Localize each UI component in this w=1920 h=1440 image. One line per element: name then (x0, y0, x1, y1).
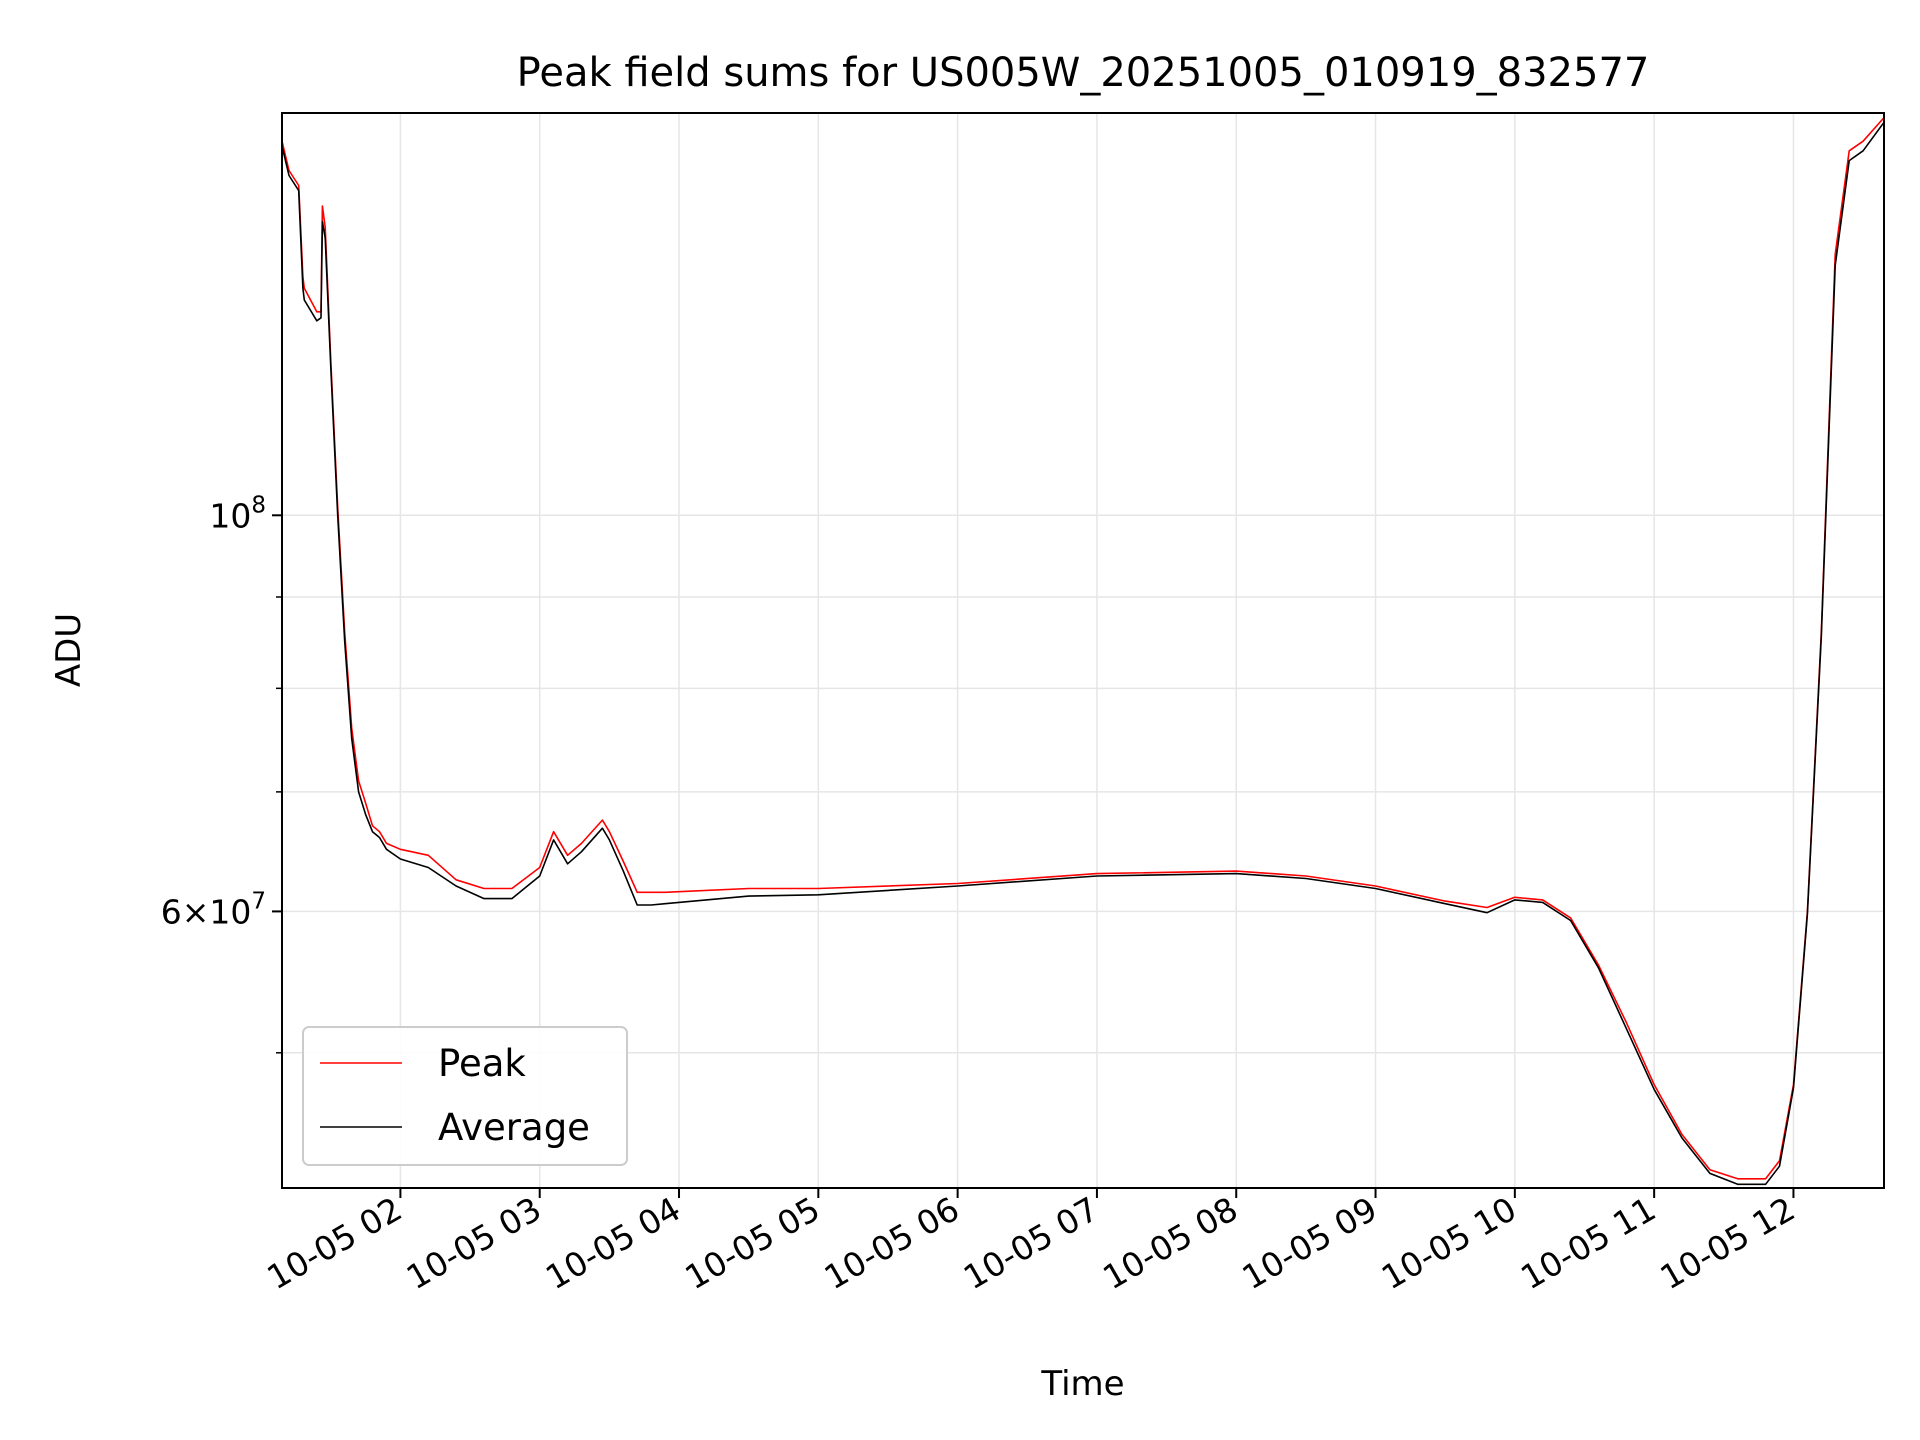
series-line-average (281, 121, 1885, 1186)
legend: Peak Average (302, 1026, 628, 1166)
chart-title: Peak field sums for US005W_20251005_0109… (517, 50, 1650, 96)
series-layer (281, 117, 1885, 1186)
y-tick-label: 108 (209, 492, 266, 535)
legend-average-label: Average (438, 1106, 590, 1149)
grid (282, 113, 1884, 1188)
legend-peak-label: Peak (438, 1042, 526, 1085)
y-axis-label: ADU (49, 613, 89, 687)
plot-frame (281, 112, 1885, 1189)
legend-box (302, 1026, 628, 1166)
x-axis-label: Time (1040, 1364, 1124, 1404)
y-tick-label: 6×107 (161, 888, 266, 931)
y-axis: 108 6×107 (161, 492, 282, 1054)
